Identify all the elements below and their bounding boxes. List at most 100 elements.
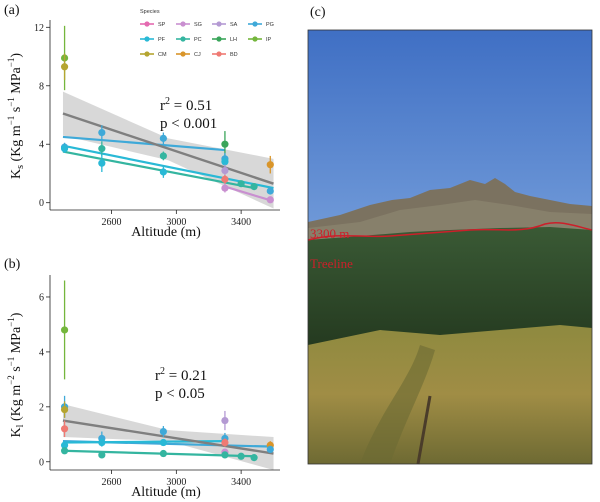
data-point-a-7 (159, 134, 167, 142)
data-point-a-14 (221, 175, 229, 183)
data-point-a-10 (221, 140, 229, 148)
legend-key-dot-3 (252, 21, 258, 27)
legend-key-dot-0 (144, 21, 150, 27)
data-point-b-4 (60, 441, 69, 449)
legend-label-2: SA (230, 22, 238, 28)
x-tick-label-a-0: 2600 (102, 217, 122, 228)
legend-key-dot-10 (216, 51, 222, 57)
data-point-a-15 (221, 184, 229, 192)
data-point-b-5 (60, 447, 69, 455)
legend-label-0: SP (158, 22, 166, 28)
species-line-a-0 (62, 135, 226, 152)
x-tick-label-a-2: 3400 (231, 217, 251, 228)
panel-label-c: (c) (310, 5, 326, 20)
path (360, 345, 435, 464)
axes-a: 2600 3000 3400 0 4 8 12 (34, 20, 280, 228)
data-points-a (60, 25, 274, 204)
data-point-b-14 (221, 438, 229, 447)
x-tick-label-b-1: 3000 (166, 477, 186, 488)
data-point-a-3 (60, 145, 69, 153)
y-tick-label-b-3: 6 (39, 292, 44, 303)
legend-label-5: PC (194, 37, 202, 43)
data-point-b-0 (60, 326, 69, 334)
data-point-b-17 (237, 452, 245, 460)
p-value-a: p < 0.001 (160, 116, 217, 132)
data-point-a-20 (266, 196, 274, 204)
x-tick-label-a-1: 3000 (166, 217, 186, 228)
chart-a: (a) 2600 3000 3400 0 4 8 12 Species SP SG SA PG PF P… (4, 3, 280, 240)
data-point-b-2 (60, 405, 69, 414)
regression-line-b (62, 419, 274, 455)
data-point-a-17 (250, 183, 258, 191)
y-tick-label-a-2: 8 (39, 81, 44, 92)
charts-panel: (a) 2600 3000 3400 0 4 8 12 Species SP SG SA PG PF P… (4, 3, 280, 500)
data-point-a-16 (237, 180, 245, 188)
data-point-b-8 (98, 451, 106, 459)
species-lines-a (62, 135, 274, 203)
data-point-b-3 (60, 425, 69, 433)
legend-label-10: BD (230, 52, 238, 58)
confidence-band-a (62, 91, 274, 209)
regression-line-a (62, 112, 274, 185)
legend-label-3: PG (266, 22, 274, 28)
fit-line-a (62, 112, 274, 185)
panel-label-b: (b) (4, 257, 21, 272)
data-point-a-9 (159, 168, 167, 176)
legend: Species SP SG SA PG PF PC LH IP CM CJ BD (140, 9, 274, 58)
data-point-b-18 (250, 454, 258, 462)
axes-b: 2600 3000 3400 0 2 4 6 (39, 275, 280, 488)
xlabel-a: Altitude (m) (131, 225, 201, 240)
r2-b: r2 = 0.21 (155, 366, 207, 384)
legend-key-dot-6 (216, 36, 222, 42)
photo-border (307, 29, 593, 465)
species-line-a-2 (62, 150, 255, 190)
data-point-a-8 (159, 152, 167, 160)
y-tick-label-a-3: 12 (34, 23, 44, 34)
treeline-line (307, 221, 593, 241)
legend-key-dot-8 (144, 51, 150, 57)
y-tick-label-b-1: 2 (39, 402, 44, 413)
data-point-b-11 (159, 449, 167, 458)
species-line-a-1 (62, 144, 274, 190)
legend-key-dot-2 (216, 21, 222, 27)
legend-label-7: IP (266, 37, 272, 43)
p-value-b: p < 0.05 (155, 386, 205, 402)
legend-key-dot-9 (180, 51, 186, 57)
legend-label-4: PF (158, 37, 166, 43)
data-point-a-5 (98, 145, 106, 153)
data-point-b-9 (159, 427, 167, 436)
legend-key-dot-1 (180, 21, 186, 27)
y-tick-label-a-1: 4 (39, 140, 44, 151)
data-point-a-18 (266, 161, 274, 169)
x-tick-label-b-2: 3400 (231, 477, 251, 488)
legend-title: Species (140, 9, 160, 15)
data-point-a-6 (98, 159, 106, 167)
data-point-b-10 (159, 438, 167, 447)
altitude-label: 3300 m (310, 226, 349, 241)
legend-key-dot-4 (144, 36, 150, 42)
data-point-a-4 (98, 128, 106, 137)
fit-line-b (62, 419, 274, 455)
x-tick-label-b-0: 2600 (102, 477, 122, 488)
data-points-b (60, 280, 274, 462)
y-tick-label-a-0: 0 (39, 198, 44, 209)
xlabel-b: Altitude (m) (131, 485, 201, 500)
legend-key-dot-5 (180, 36, 186, 42)
data-point-a-1 (60, 63, 69, 71)
meadow (308, 325, 592, 464)
data-point-b-20 (266, 445, 274, 454)
fence-post (416, 395, 432, 465)
legend-key-dot-7 (252, 36, 258, 42)
ylabel-b: Kl (Kg m−2 s−1 MPa−1) (6, 312, 26, 437)
ylabel-a: Ks (Kg m−1 s−1 MPa−1) (6, 53, 26, 179)
legend-label-1: SG (194, 22, 202, 28)
species-line-a-3 (224, 185, 274, 203)
confidence-band-a-shape (62, 91, 274, 209)
legend-label-9: CJ (194, 52, 201, 58)
photo-panel: (c) 3300 m Treeline (307, 5, 593, 465)
data-point-b-16 (221, 451, 229, 459)
y-tick-label-b-2: 4 (39, 347, 44, 358)
data-point-a-12 (221, 158, 229, 166)
